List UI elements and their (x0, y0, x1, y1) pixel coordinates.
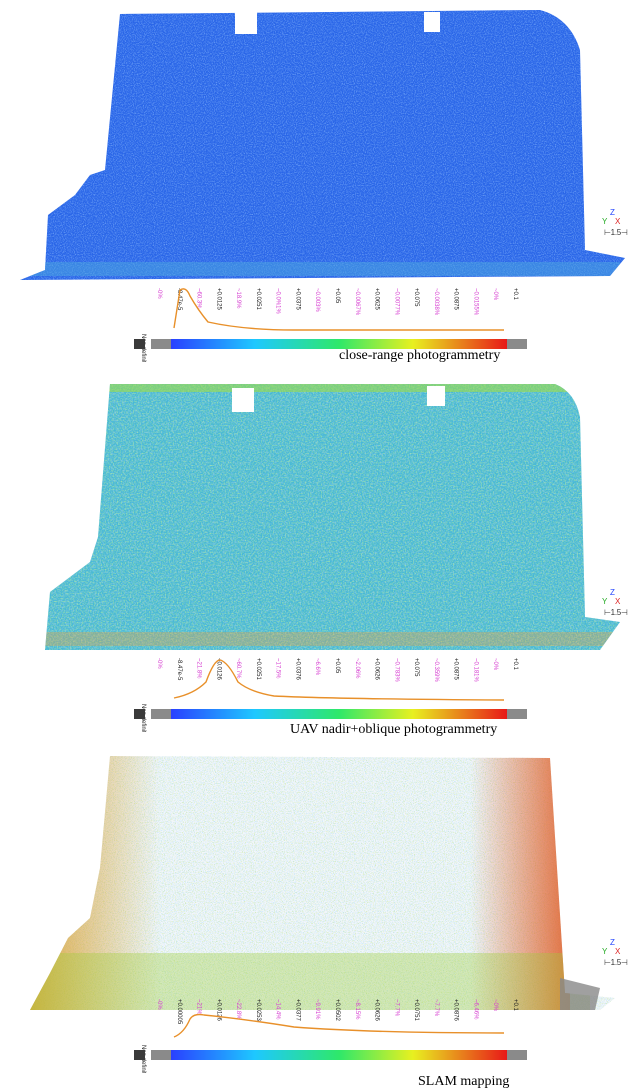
hist-tick-label: ~0.0038% (433, 288, 439, 316)
histogram-uav: Non definite-0%-8.47e-5~21.8%+0.0126~60.… (134, 658, 527, 732)
axis-z-label: Z (610, 588, 615, 597)
axis-x-label: X (615, 217, 621, 226)
hist-tick-label: ~0% (492, 999, 498, 1012)
hist-tick-label: +0.1 (512, 999, 518, 1012)
hist-tick-label: ~22.8% (235, 999, 241, 1020)
point-cloud-close-range (20, 10, 625, 280)
hist-tick-label: +0.0126 (215, 999, 221, 1022)
hist-tick-label: +0.0502 (334, 999, 340, 1022)
scale-bar: ⊢1.5⊣ (604, 228, 628, 237)
hist-tick-label: ~60.3% (196, 288, 202, 309)
distribution-curve (173, 1013, 505, 1038)
hist-tick-label: ~2.06% (354, 658, 360, 679)
hist-over-swatch (507, 709, 527, 719)
hist-tick-label: ~21.8% (196, 658, 202, 679)
hist-tick-label: ~8.15% (354, 999, 360, 1020)
histogram-slam: Non definite-0%+0.00005~21%+0.0126~22.8%… (134, 999, 527, 1073)
hist-tick-label: ~17.5% (275, 658, 281, 679)
hist-over-swatch (507, 1050, 527, 1060)
caption-slam: SLAM mapping (418, 1074, 510, 1089)
caption-uav: UAV nadir+oblique photogrammetry (290, 722, 498, 737)
colour-scale-bar (171, 1050, 507, 1060)
hist-tick-label: +0.0126 (215, 658, 221, 681)
hist-tick-label: ~18.9% (235, 288, 241, 309)
hist-tick-label: +0.0377 (294, 999, 300, 1022)
hist-tick-label: +0.0251 (255, 288, 261, 311)
scale-bar: ⊢1.5⊣ (604, 608, 628, 617)
hist-tick-label: -0% (156, 999, 162, 1010)
distribution-curve (173, 659, 505, 701)
hist-undefined-swatch (134, 339, 145, 349)
hist-tick-label: +0.0875 (453, 658, 459, 681)
panel-close-range: Z Y X ⊢1.5⊣ Non definite-0%-8.47e-5~60.3… (0, 0, 638, 370)
hist-tick-label: ~0% (492, 658, 498, 671)
hist-tick-label: ~0.0067% (354, 288, 360, 316)
hist-tick-label: +0.0626 (374, 999, 380, 1022)
hist-under-swatch (151, 709, 171, 719)
distribution-curve (173, 288, 504, 331)
hist-undefined-swatch (134, 709, 145, 719)
axis-y-label: Y (602, 217, 608, 226)
hist-tick-label: ~14.4% (275, 999, 281, 1020)
hist-tick-label: +0.0625 (374, 288, 380, 311)
axis-x-label: X (615, 947, 621, 956)
hist-tick-label: ~7.7% (433, 999, 439, 1017)
point-cloud-slam (30, 756, 615, 1010)
hist-tick-label: -0% (156, 288, 162, 299)
hist-tick-label: ~0.0%1% (275, 288, 281, 315)
hist-tick-label: +0.00005 (176, 999, 182, 1025)
hist-tick-label: ~6.6% (314, 658, 320, 676)
hist-tick-label: +0.05 (334, 658, 340, 674)
hist-tick-label: +0.0253 (255, 999, 261, 1022)
colour-scale-bar (171, 339, 507, 349)
hist-tick-label: +0.0876 (453, 999, 459, 1022)
panel-uav: Z Y X ⊢1.5⊣ Non definite-0%-8.47e-5~21.8… (0, 372, 638, 742)
hist-tick-label: ~0.0155% (472, 288, 478, 316)
hist-tick-label: +0.1 (512, 288, 518, 301)
hist-tick-label: +0.0751 (413, 999, 419, 1022)
hist-tick-label: ~0.0077% (393, 288, 399, 316)
hist-tick-label: ~0.783% (393, 658, 399, 683)
axis-x-label: X (615, 597, 621, 606)
hist-tick-label: ~60.7% (235, 658, 241, 679)
hist-tick-label: ~0.359% (433, 658, 439, 683)
axis-z-label: Z (610, 208, 615, 217)
panel-slam: Z Y X ⊢1.5⊣ Non definite-0%+0.00005~21%+… (0, 748, 638, 1091)
hist-tick-label: ~6.46% (472, 999, 478, 1020)
hist-under-swatch (151, 1050, 171, 1060)
hist-tick-label: +0.0376 (294, 658, 300, 681)
hist-tick-label: +0.0375 (294, 288, 300, 311)
point-cloud-uav (45, 384, 620, 650)
axis-y-label: Y (602, 947, 608, 956)
hist-tick-label: +0.0251 (255, 658, 261, 681)
hist-tick-label: +0.0125 (215, 288, 221, 311)
hist-tick-label: +0.075 (413, 288, 419, 307)
hist-tick-label: +0.05 (334, 288, 340, 304)
hist-over-swatch (507, 339, 527, 349)
colour-scale-bar (171, 709, 507, 719)
axis-z-label: Z (610, 938, 615, 947)
hist-tick-label: -8.47e-5 (176, 658, 182, 681)
hist-tick-label: ~21% (196, 999, 202, 1015)
hist-tick-label: ~9.91% (314, 999, 320, 1020)
histogram-close-range: Non definite-0%-8.47e-5~60.3%+0.0125~18.… (134, 288, 527, 362)
hist-tick-label: -0% (156, 658, 162, 669)
hist-under-swatch (151, 339, 171, 349)
caption-close-range: close-range photogrammetry (339, 348, 501, 363)
hist-tick-label: ~0.181% (472, 658, 478, 683)
hist-tick-label: +0.1 (512, 658, 518, 671)
hist-undefined-swatch (134, 1050, 145, 1060)
hist-tick-label: +0.0626 (374, 658, 380, 681)
axis-y-label: Y (602, 597, 608, 606)
hist-tick-label: ~0.003% (314, 288, 320, 313)
hist-tick-label: ~7.7% (393, 999, 399, 1017)
hist-tick-label: ~0% (492, 288, 498, 301)
scale-bar: ⊢1.5⊣ (604, 958, 628, 967)
hist-tick-label: +0.0875 (453, 288, 459, 311)
hist-tick-label: +0.075 (413, 658, 419, 677)
